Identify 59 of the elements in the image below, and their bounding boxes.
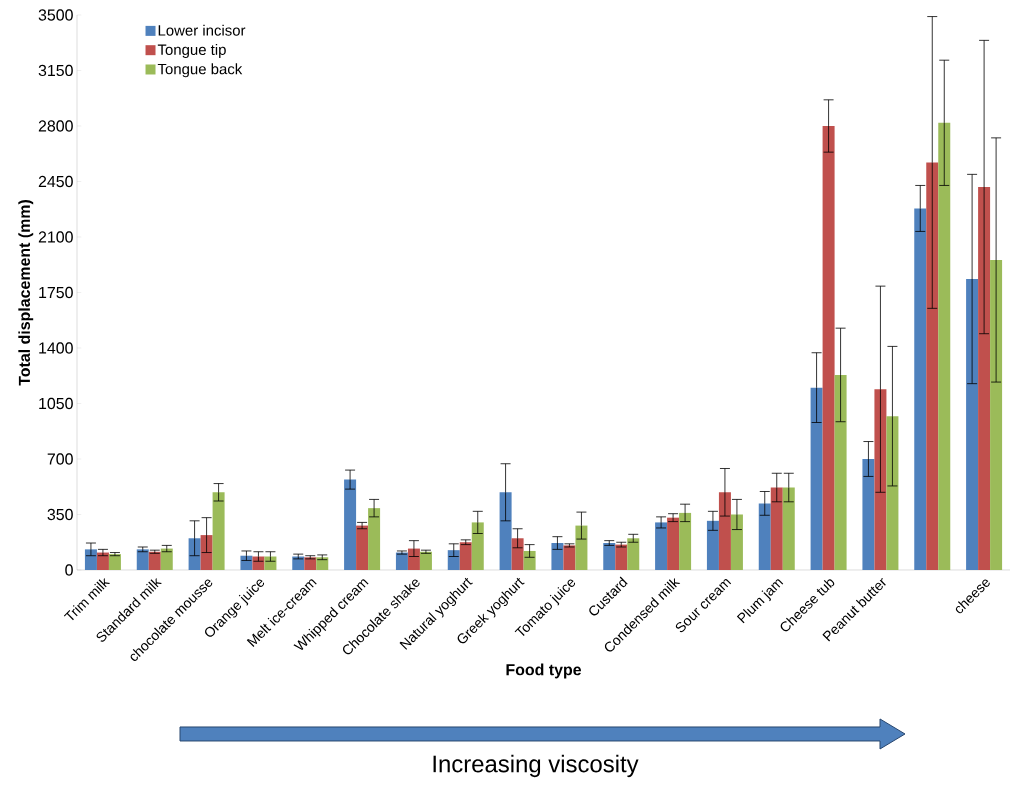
bar <box>84 549 97 570</box>
y-tick-label: 2100 <box>38 231 73 243</box>
y-tick-label: 700 <box>47 453 73 465</box>
bar <box>459 542 472 570</box>
bar <box>706 520 719 570</box>
bar <box>627 538 640 570</box>
bar <box>822 125 835 570</box>
bar <box>914 208 927 570</box>
bar <box>758 503 771 570</box>
y-tick-label: 1750 <box>39 286 73 299</box>
bar <box>834 374 847 570</box>
bar <box>407 548 420 570</box>
bar <box>990 259 1003 570</box>
bar <box>160 548 173 570</box>
bar <box>447 550 460 570</box>
bar <box>356 525 369 570</box>
y-tick-label: 1400 <box>39 342 73 354</box>
bar <box>419 551 432 570</box>
bar <box>782 487 795 570</box>
bar <box>212 492 225 570</box>
bar <box>770 487 783 570</box>
bar <box>499 492 512 570</box>
legend-label: Tongue tip <box>157 44 226 58</box>
legend-label: Tongue back <box>157 63 243 78</box>
y-tick-label: 0 <box>65 564 73 576</box>
bar <box>655 522 668 570</box>
bar <box>615 544 628 570</box>
bar <box>575 525 588 570</box>
bar <box>344 479 357 570</box>
bar <box>200 535 213 570</box>
x-axis-title: Food type <box>506 663 582 679</box>
y-tick-label: 2800 <box>38 120 73 132</box>
y-tick-label: 3500 <box>38 9 73 21</box>
y-tick-label: 1050 <box>39 397 73 410</box>
y-tick-label: 350 <box>47 508 73 521</box>
bar <box>136 549 149 570</box>
bar <box>810 387 823 570</box>
bar <box>966 279 979 570</box>
bar <box>603 543 616 570</box>
bar <box>926 162 939 570</box>
bar <box>679 512 692 570</box>
bar <box>471 522 484 570</box>
bar <box>718 492 731 570</box>
bar <box>886 416 899 570</box>
bar <box>938 122 951 570</box>
bar <box>551 543 564 570</box>
bar <box>523 550 536 570</box>
y-tick-label: 3150 <box>38 64 73 77</box>
bar <box>667 517 680 570</box>
bar <box>730 514 743 570</box>
bar <box>978 187 991 570</box>
text: Increasing viscosity <box>433 754 639 778</box>
legend-label: Lower incisor <box>158 24 246 36</box>
y-axis-title: Total displacement (mm) <box>18 199 34 386</box>
bar <box>511 538 524 570</box>
bar <box>862 458 875 570</box>
y-tick-label: 2450 <box>38 175 73 188</box>
bar <box>368 508 381 570</box>
bar <box>563 545 576 570</box>
